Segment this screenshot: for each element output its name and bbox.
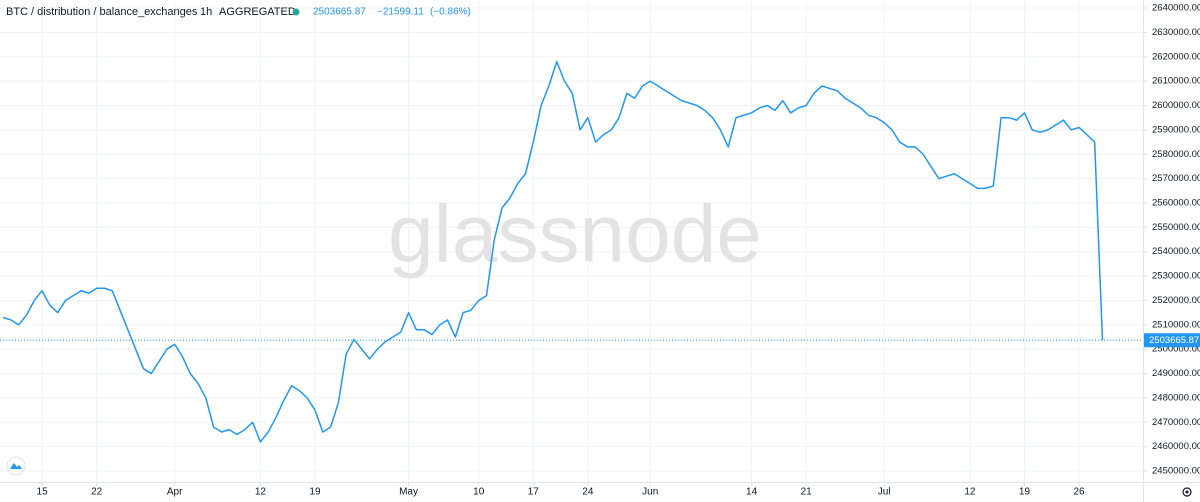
- y-tick-label: 2570000.00: [1152, 173, 1200, 184]
- x-tick-label: 21: [801, 487, 813, 498]
- x-tick-label: 19: [1019, 487, 1031, 498]
- x-tick-label: 22: [91, 487, 103, 498]
- logo-button[interactable]: [6, 456, 26, 476]
- y-tick-label: 2470000.00: [1152, 417, 1200, 428]
- x-tick-label: Apr: [167, 487, 183, 498]
- status-dot: [292, 8, 300, 16]
- y-tick-label: 2610000.00: [1152, 76, 1200, 87]
- x-tick-label: 15: [37, 487, 49, 498]
- header-last-value: 2503665.87: [313, 7, 366, 18]
- y-tick-label: 2630000.00: [1152, 27, 1200, 38]
- source: AGGREGATED: [219, 6, 296, 18]
- grid: [0, 0, 1143, 482]
- x-tick-label: 19: [309, 487, 321, 498]
- series-line: [2, 60, 1104, 443]
- y-tick-label: 2550000.00: [1152, 222, 1200, 233]
- x-tick-label: 12: [255, 487, 267, 498]
- symbol-title: BTC / distribution / balance_exchanges: [6, 6, 198, 18]
- interval: 1h: [200, 6, 212, 18]
- y-tick-label: 2460000.00: [1152, 441, 1200, 452]
- y-tick-label: 2580000.00: [1152, 149, 1200, 160]
- y-tick-label: 2640000.00: [1152, 3, 1200, 14]
- y-tick-label: 2480000.00: [1152, 392, 1200, 403]
- y-tick-label: 2590000.00: [1152, 124, 1200, 135]
- y-tick-label: 2450000.00: [1152, 466, 1200, 477]
- y-tick-label: 2620000.00: [1152, 51, 1200, 62]
- y-tick-label: 2520000.00: [1152, 295, 1200, 306]
- header-change-percent: (−0.86%): [430, 7, 471, 18]
- y-tick-label: 2540000.00: [1152, 246, 1200, 257]
- watermark: glassnode: [388, 189, 762, 280]
- x-tick-label: 10: [473, 487, 485, 498]
- y-tick-label: 2560000.00: [1152, 198, 1200, 209]
- header-change: −21599.11: [377, 7, 424, 18]
- x-tick-label: 24: [582, 487, 594, 498]
- x-tick-label: May: [399, 487, 418, 498]
- y-tick-label: 2510000.00: [1152, 319, 1200, 330]
- y-tick-label: 2490000.00: [1152, 368, 1200, 379]
- x-tick-label: 14: [746, 487, 758, 498]
- x-tick-label: 12: [964, 487, 976, 498]
- x-tick-label: 26: [1074, 487, 1086, 498]
- x-tick-label: 17: [528, 487, 540, 498]
- last-value-label: 2503665.87: [1149, 335, 1199, 346]
- x-tick-label: Jul: [878, 487, 891, 498]
- y-tick-label: 2500000.00: [1152, 344, 1200, 355]
- settings-button[interactable]: [1182, 487, 1192, 497]
- x-tick-label: Jun: [642, 487, 658, 498]
- y-tick-label: 2600000.00: [1152, 100, 1200, 111]
- last-value-tag: [1144, 333, 1200, 348]
- y-tick-label: 2530000.00: [1152, 271, 1200, 282]
